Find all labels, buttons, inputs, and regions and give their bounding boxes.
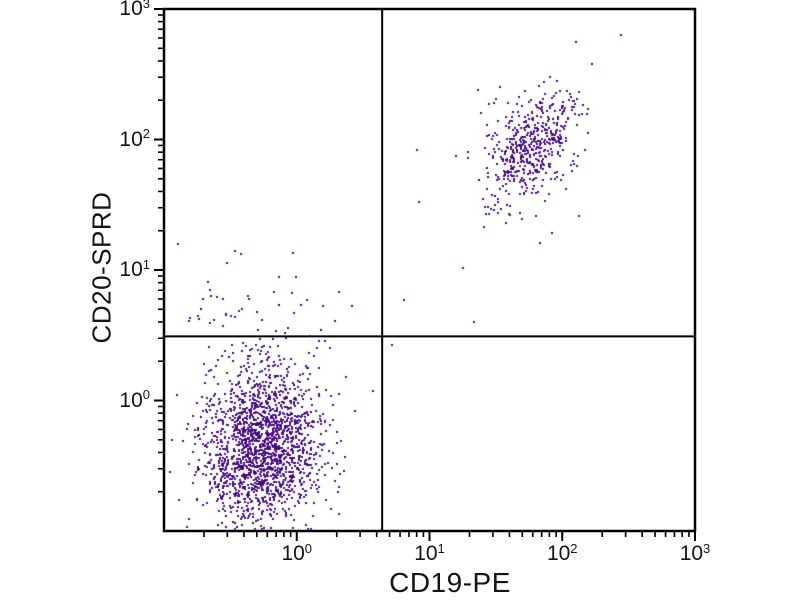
- x-tick-label: 101: [414, 540, 445, 565]
- scatter-dots-canvas: [164, 9, 695, 531]
- y-tick-label: 101: [119, 256, 150, 281]
- x-axis-title: CD19-PE: [389, 567, 511, 598]
- x-tick-label: 100: [281, 540, 313, 565]
- y-tick-label: 100: [119, 387, 150, 412]
- y-axis-title: CD20-SPRD: [86, 191, 117, 344]
- x-tick-label: 102: [546, 540, 578, 565]
- x-tick-label: 103: [679, 540, 711, 565]
- y-tick-label: 103: [119, 0, 150, 20]
- y-tick-label: 102: [119, 126, 150, 151]
